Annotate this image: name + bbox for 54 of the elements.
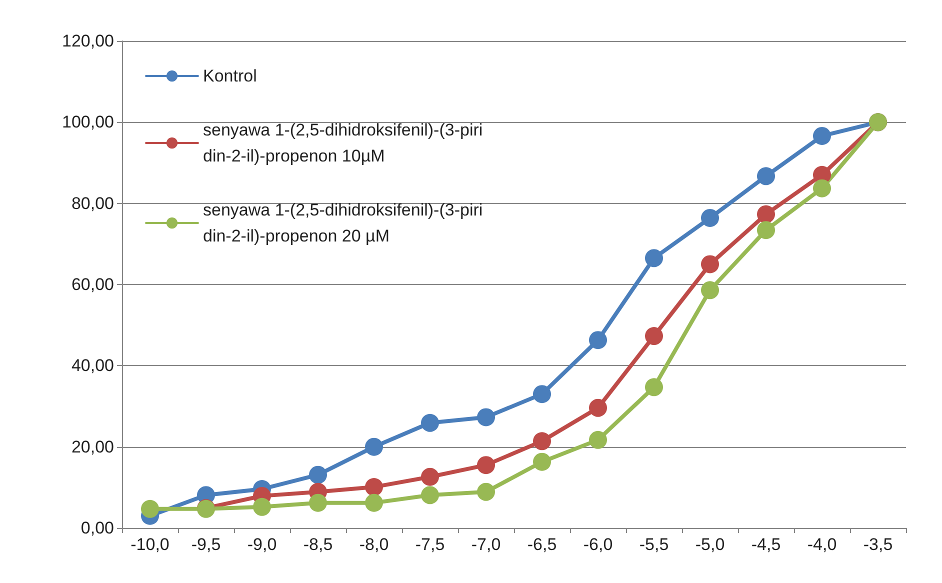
point bbox=[645, 378, 663, 396]
legend-label: senyawa 1-(2,5-dihidroksifenil)-(3-piridin-2-il)-propenon 20 µM bbox=[203, 200, 483, 246]
x-tick-label: -6,0 bbox=[583, 535, 613, 554]
point bbox=[365, 494, 383, 512]
x-tick-label: -7,5 bbox=[415, 535, 445, 554]
x-tick-label: -8,5 bbox=[303, 535, 333, 554]
point bbox=[589, 430, 607, 449]
point bbox=[701, 281, 719, 300]
point bbox=[533, 432, 551, 450]
y-tick-label: 100,00 bbox=[62, 112, 114, 132]
point bbox=[701, 255, 719, 274]
x-tick-label: -6,5 bbox=[527, 535, 557, 554]
point bbox=[589, 331, 607, 350]
x-tick-label: -9,5 bbox=[191, 535, 221, 554]
point bbox=[589, 398, 607, 417]
point bbox=[645, 327, 663, 346]
y-tick-label: 0,00 bbox=[80, 518, 114, 538]
x-tick-label: -5,0 bbox=[695, 535, 725, 554]
point bbox=[421, 468, 439, 486]
x-tick-label: -5,5 bbox=[639, 535, 669, 554]
point bbox=[421, 414, 439, 432]
point bbox=[757, 205, 775, 224]
x-tick-label: -9,0 bbox=[247, 535, 277, 554]
y-tick-label: 40,00 bbox=[71, 356, 114, 376]
point bbox=[757, 221, 775, 240]
point bbox=[421, 486, 439, 504]
y-tick-label: 80,00 bbox=[71, 194, 114, 213]
point bbox=[533, 385, 551, 404]
x-tick-label: -8,0 bbox=[359, 535, 389, 554]
x-tick-label: -4,0 bbox=[807, 535, 837, 554]
point bbox=[141, 500, 159, 518]
x-tick-label: -7,0 bbox=[471, 535, 501, 554]
y-tick-label: 120,00 bbox=[62, 32, 114, 50]
point bbox=[477, 408, 495, 426]
point bbox=[365, 478, 383, 496]
point bbox=[477, 482, 495, 501]
point bbox=[365, 438, 383, 456]
point bbox=[757, 167, 775, 186]
point bbox=[309, 466, 327, 484]
point bbox=[701, 208, 719, 227]
x-tick-label: -3,5 bbox=[863, 535, 893, 554]
y-tick-label: 20,00 bbox=[71, 437, 114, 456]
x-tick-label: -10,0 bbox=[130, 535, 170, 554]
point bbox=[645, 249, 663, 268]
point bbox=[253, 498, 271, 516]
x-tick-label: -4,5 bbox=[751, 535, 781, 554]
point bbox=[813, 126, 831, 145]
y-tick-label: 60,00 bbox=[71, 275, 114, 294]
point bbox=[533, 452, 551, 471]
point bbox=[477, 456, 495, 474]
legend-label: senyawa 1-(2,5-dihidroksifenil)-(3-piridin-2-il)-propenon 10µM bbox=[203, 120, 483, 166]
point bbox=[309, 494, 327, 512]
legend-label: Kontrol bbox=[203, 66, 257, 86]
point bbox=[813, 179, 831, 198]
